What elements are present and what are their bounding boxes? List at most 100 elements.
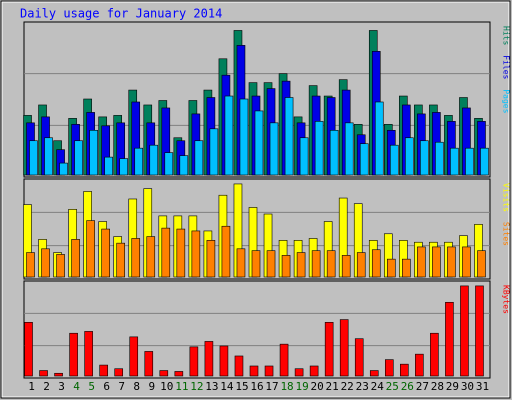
- bar: [432, 246, 441, 278]
- bar: [329, 130, 339, 176]
- bar: [159, 370, 169, 377]
- x-tick-label: 3: [58, 380, 65, 393]
- bar: [29, 140, 38, 176]
- bar: [189, 346, 199, 377]
- bar: [477, 250, 486, 278]
- bar: [131, 238, 141, 278]
- bar: [460, 285, 469, 377]
- bar: [44, 137, 53, 176]
- x-tick-label: 30: [461, 380, 474, 393]
- bar: [356, 252, 366, 278]
- x-tick-label: 23: [356, 380, 369, 393]
- bar: [234, 355, 244, 377]
- x-tick-label: 29: [446, 380, 459, 393]
- bar: [86, 220, 95, 278]
- bar: [146, 236, 156, 278]
- x-tick-label: 26: [401, 380, 414, 393]
- bar: [369, 370, 379, 377]
- bar: [450, 147, 459, 176]
- bar: [204, 341, 214, 377]
- x-tick-label: 4: [73, 380, 80, 393]
- legend-entry: Pages: [502, 89, 511, 113]
- bar: [269, 122, 279, 176]
- bar: [344, 122, 354, 176]
- bar: [465, 147, 474, 176]
- bar: [279, 343, 289, 377]
- bar: [415, 353, 424, 377]
- x-tick-label: 20: [311, 380, 324, 393]
- x-tick-label: 7: [118, 380, 125, 393]
- x-tick-label: 9: [148, 380, 155, 393]
- bar: [359, 143, 369, 176]
- bar: [41, 248, 50, 278]
- x-tick-label: 6: [103, 380, 110, 393]
- x-tick-label: 10: [160, 380, 173, 393]
- bar: [149, 144, 159, 176]
- bar: [194, 140, 204, 176]
- bar: [299, 137, 309, 176]
- bar: [74, 140, 83, 176]
- x-tick-label: 19: [295, 380, 308, 393]
- bar: [134, 147, 144, 176]
- bar: [191, 230, 201, 278]
- bar: [119, 158, 129, 176]
- x-tick-label: 22: [341, 380, 354, 393]
- x-tick-label: 2: [43, 380, 50, 393]
- bar: [249, 365, 259, 377]
- bar: [389, 144, 399, 176]
- bar: [402, 258, 411, 278]
- bar: [266, 250, 276, 278]
- x-tick-label: 18: [280, 380, 293, 393]
- bar: [324, 322, 334, 377]
- chart-title: Daily usage for January 2014: [20, 7, 222, 21]
- bar: [374, 101, 384, 176]
- bar: [39, 370, 48, 377]
- bar: [54, 372, 63, 377]
- bar: [281, 255, 291, 278]
- bar: [326, 250, 336, 278]
- x-tick-label: 27: [416, 380, 429, 393]
- x-tick-label: 31: [476, 380, 489, 393]
- bar: [129, 336, 139, 377]
- x-tick-label: 28: [431, 380, 444, 393]
- legend-entry: Visits: [502, 183, 511, 212]
- x-tick-label: 13: [205, 380, 218, 393]
- bar: [475, 285, 484, 377]
- bar: [384, 359, 394, 377]
- bar: [56, 254, 65, 278]
- bar: [104, 156, 113, 176]
- bar: [179, 155, 189, 176]
- x-tick-label: 8: [133, 380, 140, 393]
- bar: [164, 152, 174, 176]
- bar: [236, 248, 246, 278]
- bar: [447, 246, 456, 278]
- bar: [339, 319, 349, 377]
- bar: [209, 128, 219, 176]
- bar: [296, 252, 306, 278]
- bar: [284, 97, 294, 176]
- bar: [371, 249, 381, 278]
- bar: [405, 137, 414, 176]
- x-tick-label: 17: [265, 380, 278, 393]
- bar: [294, 368, 304, 377]
- bar: [71, 239, 80, 278]
- x-tick-label: 15: [235, 380, 248, 393]
- bar: [311, 250, 321, 278]
- bar: [430, 332, 439, 377]
- bar: [354, 338, 364, 377]
- bar: [114, 368, 124, 377]
- bar: [144, 351, 154, 377]
- bar: [116, 242, 126, 278]
- bar: [445, 301, 454, 377]
- bar: [99, 364, 108, 377]
- bar: [69, 332, 78, 377]
- legend-entry: Files: [502, 55, 511, 79]
- bar: [314, 121, 324, 176]
- bar: [417, 246, 426, 278]
- bar: [59, 162, 68, 176]
- x-tick-label: 24: [371, 380, 385, 393]
- bar: [219, 345, 229, 377]
